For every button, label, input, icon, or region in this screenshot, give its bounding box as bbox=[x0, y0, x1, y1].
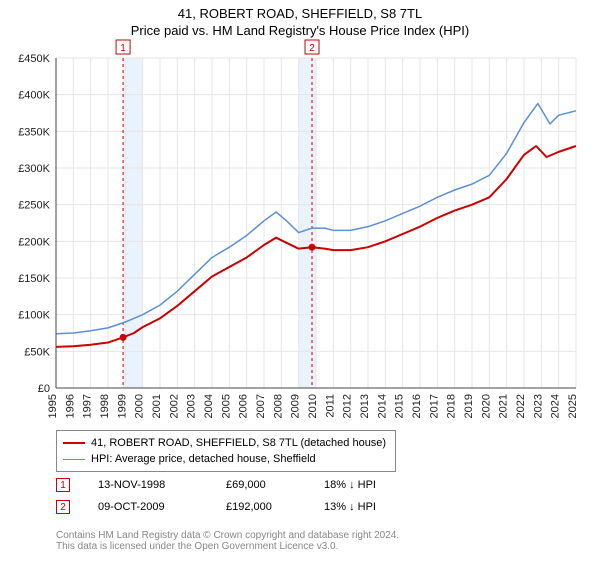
sale-marker: 2 bbox=[56, 500, 70, 514]
footnote-line: Contains HM Land Registry data © Crown c… bbox=[56, 530, 399, 541]
svg-text:£100K: £100K bbox=[18, 310, 50, 322]
sale-date: 09-OCT-2009 bbox=[98, 501, 198, 513]
svg-text:2004: 2004 bbox=[203, 394, 215, 418]
svg-text:2012: 2012 bbox=[342, 394, 354, 418]
svg-text:£150K: £150K bbox=[18, 273, 50, 285]
svg-text:1998: 1998 bbox=[99, 394, 111, 418]
svg-text:2001: 2001 bbox=[151, 394, 163, 418]
svg-text:2007: 2007 bbox=[255, 394, 267, 418]
footnote: Contains HM Land Registry data © Crown c… bbox=[56, 530, 399, 552]
svg-text:2006: 2006 bbox=[238, 394, 250, 418]
svg-text:2000: 2000 bbox=[134, 394, 146, 418]
svg-text:2011: 2011 bbox=[324, 394, 336, 418]
legend-label: HPI: Average price, detached house, Shef… bbox=[91, 453, 316, 465]
svg-text:2014: 2014 bbox=[376, 394, 388, 418]
svg-text:£400K: £400K bbox=[18, 90, 50, 102]
sale-delta: 18% ↓ HPI bbox=[324, 479, 414, 491]
legend-row: 41, ROBERT ROAD, SHEFFIELD, S8 7TL (deta… bbox=[63, 435, 389, 451]
svg-text:2009: 2009 bbox=[290, 394, 302, 418]
svg-text:1: 1 bbox=[120, 43, 126, 54]
legend-label: 41, ROBERT ROAD, SHEFFIELD, S8 7TL (deta… bbox=[91, 437, 386, 449]
svg-text:2019: 2019 bbox=[463, 394, 475, 418]
sale-delta: 13% ↓ HPI bbox=[324, 501, 414, 513]
sale-price: £192,000 bbox=[226, 501, 296, 513]
svg-text:2022: 2022 bbox=[515, 394, 527, 418]
svg-text:2008: 2008 bbox=[272, 394, 284, 418]
svg-text:2010: 2010 bbox=[307, 394, 319, 418]
svg-text:2023: 2023 bbox=[532, 394, 544, 418]
sale-price: £69,000 bbox=[226, 479, 296, 491]
svg-text:2: 2 bbox=[309, 43, 315, 54]
svg-text:£350K: £350K bbox=[18, 126, 50, 138]
svg-text:2020: 2020 bbox=[480, 394, 492, 418]
svg-text:2018: 2018 bbox=[446, 394, 458, 418]
legend-swatch bbox=[63, 459, 85, 460]
svg-text:2016: 2016 bbox=[411, 394, 423, 418]
svg-text:1997: 1997 bbox=[82, 394, 94, 418]
sale-row: 1 13-NOV-1998 £69,000 18% ↓ HPI bbox=[56, 474, 414, 496]
svg-text:2024: 2024 bbox=[550, 394, 562, 418]
svg-text:2003: 2003 bbox=[186, 394, 198, 418]
svg-text:£0: £0 bbox=[38, 383, 50, 395]
svg-text:£300K: £300K bbox=[18, 163, 50, 175]
svg-text:£250K: £250K bbox=[18, 200, 50, 212]
svg-text:1996: 1996 bbox=[64, 394, 76, 418]
svg-text:£50K: £50K bbox=[24, 346, 50, 358]
svg-text:£200K: £200K bbox=[18, 236, 50, 248]
svg-text:1995: 1995 bbox=[47, 394, 59, 418]
svg-text:2002: 2002 bbox=[168, 394, 180, 418]
svg-text:1999: 1999 bbox=[116, 394, 128, 418]
footnote-line: This data is licensed under the Open Gov… bbox=[56, 541, 399, 552]
svg-text:£450K: £450K bbox=[18, 53, 50, 65]
svg-text:2013: 2013 bbox=[359, 394, 371, 418]
sale-row: 2 09-OCT-2009 £192,000 13% ↓ HPI bbox=[56, 496, 414, 518]
svg-text:2015: 2015 bbox=[394, 394, 406, 418]
svg-text:2017: 2017 bbox=[428, 394, 440, 418]
legend: 41, ROBERT ROAD, SHEFFIELD, S8 7TL (deta… bbox=[56, 430, 396, 472]
svg-text:2025: 2025 bbox=[567, 394, 579, 418]
legend-row: HPI: Average price, detached house, Shef… bbox=[63, 451, 389, 467]
legend-swatch bbox=[63, 442, 85, 444]
price-chart: £0 £50K £100K £150K £200K £250K £300K £350K £400… bbox=[0, 6, 600, 426]
sales-table: 1 13-NOV-1998 £69,000 18% ↓ HPI 2 09-OCT-2009… bbox=[56, 474, 414, 518]
sale-marker: 1 bbox=[56, 478, 70, 492]
svg-text:2021: 2021 bbox=[498, 394, 510, 418]
sale-date: 13-NOV-1998 bbox=[98, 479, 198, 491]
svg-text:2005: 2005 bbox=[220, 394, 232, 418]
